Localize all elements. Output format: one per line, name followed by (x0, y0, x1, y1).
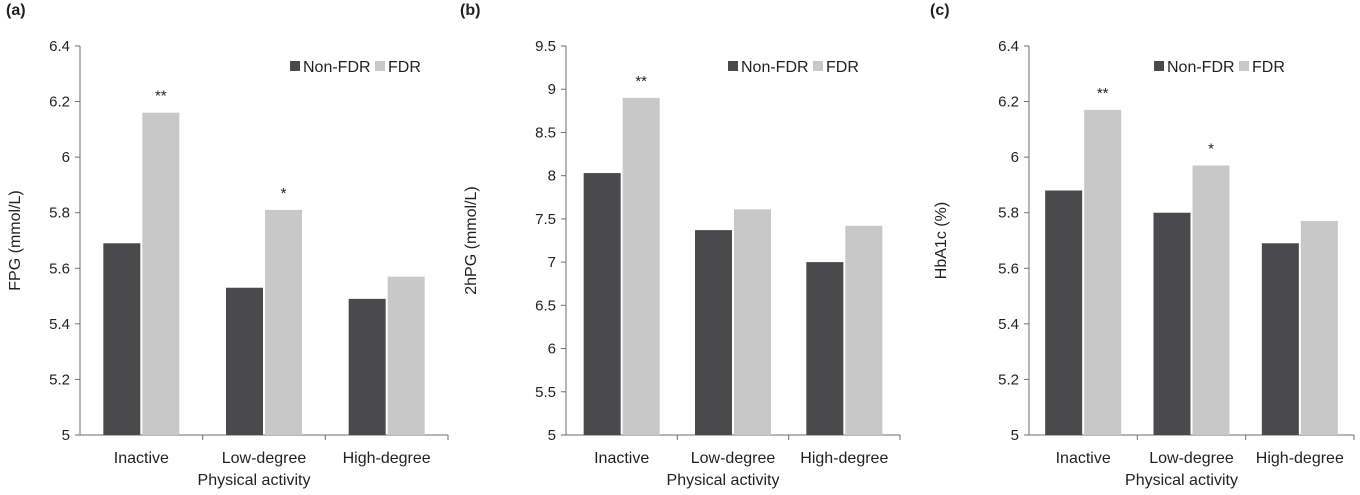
y-tick-label: 5 (62, 427, 70, 444)
legend-label: Non-FDR (1167, 59, 1235, 76)
y-tick-label: 7 (548, 254, 556, 271)
panel-label-c: (c) (930, 2, 950, 19)
y-tick-label: 5.8 (998, 205, 1019, 222)
panel-label-b: (b) (460, 2, 481, 19)
bar-fdr-high-degree (1300, 221, 1338, 435)
bar-nonfdr-inactive (583, 173, 621, 435)
y-tick-label: 6.4 (998, 38, 1019, 55)
y-tick-label: 5.4 (998, 316, 1019, 333)
legend-label: FDR (826, 59, 859, 76)
legend: Non-FDR FDR (1154, 59, 1285, 76)
legend-label: Non-FDR (303, 59, 371, 76)
legend-swatch (375, 61, 385, 71)
y-tick-label: 5 (1011, 427, 1019, 444)
y-tick-label: 5 (548, 427, 556, 444)
bar-nonfdr-inactive (103, 243, 141, 435)
bar-nonfdr-high-degree (806, 262, 844, 435)
y-tick-label: 5.6 (998, 260, 1019, 277)
legend-swatch (290, 61, 300, 71)
y-tick-label: 6.2 (998, 94, 1019, 111)
significance-marker: ** (635, 73, 647, 90)
y-tick-label: 6 (62, 149, 70, 166)
significance-marker: ** (155, 88, 167, 105)
legend-label: FDR (388, 59, 421, 76)
legend-swatch (728, 61, 738, 71)
y-tick-label: 5.2 (998, 371, 1019, 388)
x-tick-label: Low-degree (691, 450, 776, 467)
bar-nonfdr-high-degree (348, 298, 386, 435)
bar-nonfdr-low-degree (1153, 212, 1191, 435)
chart-panel-b: (b) 5 5.5 6 6.5 7 7.5 8 8.5 9 9.5 ** Inactive Low-de… (452, 0, 902, 495)
x-tick-label: Low-degree (1149, 450, 1234, 467)
y-tick-label: 5.4 (49, 316, 70, 333)
y-tick-label: 5.6 (49, 260, 70, 277)
x-axis-title: Physical activity (198, 472, 311, 489)
legend-swatch (1154, 61, 1164, 71)
legend-label: Non-FDR (741, 59, 809, 76)
y-tick-label: 6.2 (49, 94, 70, 111)
x-tick-label: Inactive (594, 450, 649, 467)
y-tick-label: 6.5 (535, 297, 556, 314)
x-axis-title: Physical activity (1125, 472, 1238, 489)
y-tick-label: 9.5 (535, 38, 556, 55)
x-tick-label: High-degree (1256, 450, 1344, 467)
y-tick-label: 6 (1011, 149, 1019, 166)
y-axis-title: FPG (mmol/L) (7, 190, 24, 290)
bar-fdr-high-degree (387, 276, 425, 435)
x-axis-title: Physical activity (667, 472, 780, 489)
y-tick-label: 7.5 (535, 211, 556, 228)
chart-b-svg: 5 5.5 6 6.5 7 7.5 8 8.5 9 9.5 ** Inactive Low-degree… (463, 38, 901, 489)
significance-marker: * (281, 185, 287, 202)
y-tick-label: 5.5 (535, 384, 556, 401)
y-tick-label: 8.5 (535, 124, 556, 141)
y-tick-label: 5.8 (49, 205, 70, 222)
x-tick-label: Inactive (1056, 450, 1111, 467)
bar-fdr-inactive (622, 97, 660, 435)
panel-label-a: (a) (6, 2, 26, 19)
bar-fdr-inactive (142, 112, 180, 435)
bar-nonfdr-high-degree (1261, 243, 1299, 435)
bar-fdr-low-degree (734, 209, 771, 435)
x-tick-label: High-degree (800, 450, 888, 467)
bar-fdr-low-degree (265, 209, 302, 435)
legend-swatch (1239, 61, 1249, 71)
chart-a-svg: 5 5.2 5.4 5.6 5.8 6 6.2 6.4 ** Inactive * Low-degre… (7, 38, 449, 489)
legend: Non-FDR FDR (728, 59, 859, 76)
chart-panel-a: (a) 5 5.2 5.4 5.6 5.8 6 6.2 6.4 ** Inactive * Low-d… (0, 0, 450, 495)
y-tick-label: 9 (548, 81, 556, 98)
significance-marker: ** (1097, 85, 1109, 102)
bar-nonfdr-low-degree (695, 230, 732, 435)
legend-swatch (813, 61, 823, 71)
y-axis-title: 2hPG (mmol/L) (463, 186, 480, 294)
y-tick-label: 5.2 (49, 371, 70, 388)
y-tick-label: 6.4 (49, 38, 70, 55)
y-axis-title: HbA1c (%) (933, 202, 950, 279)
bar-fdr-low-degree (1192, 165, 1230, 435)
x-tick-label: Low-degree (222, 450, 307, 467)
bar-fdr-inactive (1084, 109, 1122, 436)
x-tick-label: High-degree (343, 450, 431, 467)
significance-marker: * (1208, 140, 1214, 157)
legend-label: FDR (1252, 59, 1285, 76)
y-tick-label: 8 (548, 168, 556, 185)
legend: Non-FDR FDR (290, 59, 421, 76)
bar-nonfdr-low-degree (226, 287, 263, 435)
chart-c-svg: 5 5.2 5.4 5.6 5.8 6 6.2 6.4 ** Inactive * Low-degre… (933, 38, 1355, 489)
y-tick-label: 6 (548, 341, 556, 358)
x-tick-label: Inactive (114, 450, 169, 467)
bar-fdr-high-degree (845, 225, 883, 435)
bar-nonfdr-inactive (1045, 190, 1083, 435)
chart-panel-c: (c) 5 5.2 5.4 5.6 5.8 6 6.2 6.4 ** Inactive * Low-d… (904, 0, 1355, 495)
